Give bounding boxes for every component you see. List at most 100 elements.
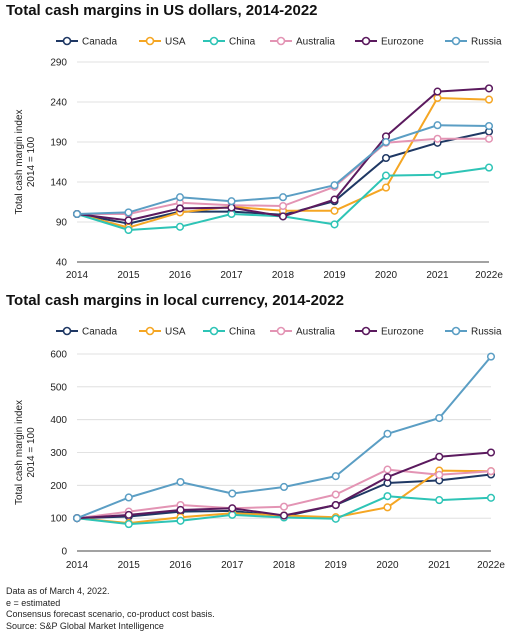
chart-1-xtick-label: 2020 (375, 270, 398, 281)
chart-2-xtick-label: 2014 (66, 560, 89, 571)
chart-1-point-china (124, 225, 133, 235)
chart-2-point-russia (124, 493, 133, 502)
chart-2-legend-label: Australia (296, 327, 335, 338)
chart-1-point-russia (484, 121, 494, 131)
chart-1-point-china (175, 222, 185, 231)
chart-2-legend-swatch-marker (145, 326, 155, 336)
chart-1-point-australia (433, 134, 442, 143)
chart-1-point-eurozone (227, 203, 236, 212)
chart-1-xtick-label: 2014 (66, 270, 89, 281)
chart-2-point-russia (383, 429, 392, 438)
chart-1-xtick-label: 2018 (272, 270, 295, 281)
chart-1-point-eurozone (433, 87, 442, 96)
chart-1-legend-item: Russia (445, 37, 502, 48)
chart-2-point-russia (486, 352, 496, 361)
chart-1-point-australia (278, 201, 288, 211)
chart-1-ylabel: Total cash margin index (14, 109, 25, 214)
chart-2-ytick-label: 200 (50, 481, 67, 492)
chart-2-ytick-label: 500 (50, 382, 67, 393)
chart-2-point-australia (383, 465, 392, 474)
chart-1-point-russia (124, 208, 133, 217)
chart-1-legend-swatch-marker (451, 36, 461, 46)
chart-2-ytick-label: 300 (50, 448, 67, 459)
chart-2-legend-label: USA (165, 327, 186, 338)
chart-1-legend-label: USA (165, 37, 186, 48)
chart-1-legend-swatch-marker (62, 36, 72, 46)
chart-1-xtick-label: 2019 (323, 270, 346, 281)
chart-2-ylabel: 2014 = 100 (26, 427, 37, 478)
chart-1-ylabel: 2014 = 100 (26, 136, 37, 187)
chart-2-xtick-label: 2021 (428, 560, 451, 571)
chart-1-ytick-label: 290 (50, 58, 67, 69)
chart-1-point-russia (72, 209, 82, 219)
chart-2-point-eurozone (486, 448, 496, 457)
chart-2-ylabel: Total cash margin index (14, 400, 25, 505)
chart-1-svg: 40 90 140 190 240 290 2014 2015 2016 2017 2018 2019… (14, 37, 503, 282)
chart-2-point-australia (331, 490, 340, 499)
chart-2-legend-item: Australia (270, 327, 335, 338)
chart-2-legend-swatch-marker (209, 326, 219, 336)
chart-1-xtick-label: 2021 (426, 270, 449, 281)
chart-2-xtick-label: 2016 (169, 560, 192, 571)
chart-2-point-eurozone (176, 505, 185, 515)
chart-1-ytick-label: 140 (50, 178, 67, 189)
chart-2-legend-label: China (229, 327, 256, 338)
footnote-data-date: Data as of March 4, 2022. (6, 586, 110, 596)
chart-1-legend-label: Russia (471, 37, 502, 48)
chart-2-legend-label: Canada (82, 327, 117, 338)
chart-2-point-australia (279, 502, 289, 511)
chart-2-point-china (383, 492, 392, 501)
chart-2-point-australia (486, 467, 496, 476)
chart-1-legend-item: Canada (56, 37, 117, 48)
chart-2-xtick-label: 2020 (376, 560, 399, 571)
chart-2-point-eurozone (435, 452, 444, 461)
chart-1-title: Total cash margins in US dollars, 2014-2… (6, 2, 318, 19)
chart-1-point-china (381, 171, 391, 180)
chart-1-point-china (433, 170, 442, 179)
chart-1-ytick-label: 240 (50, 98, 67, 109)
chart-1-legend-item: USA (139, 37, 186, 48)
chart-1-point-china (227, 209, 236, 219)
chart-2-point-china (486, 493, 496, 502)
chart-1-legend-label: China (229, 37, 256, 48)
chart-2-title: Total cash margins in local currency, 20… (6, 292, 344, 309)
chart-1-point-russia (433, 121, 442, 130)
chart-1-point-australia (484, 134, 494, 143)
chart-1-legend-item: Australia (270, 37, 335, 48)
chart-1-point-eurozone (330, 195, 339, 204)
chart-1-point-russia (381, 137, 391, 147)
chart-1-point-china (330, 220, 339, 229)
chart-2-point-russia (435, 413, 444, 423)
chart-2-point-china (331, 514, 340, 523)
chart-2-legend-label: Eurozone (381, 327, 424, 338)
chart-2-legend-item: Russia (445, 327, 502, 338)
chart-1-point-usa (381, 183, 391, 192)
footnote-estimated: e = estimated (6, 597, 61, 608)
chart-2-legend-swatch-marker (62, 326, 72, 336)
chart-1-ytick-label: 190 (50, 138, 67, 149)
chart-1-point-eurozone (278, 212, 288, 221)
chart-2-xtick-label: 2022e (477, 560, 505, 571)
chart-1-legend-label: Australia (296, 37, 335, 48)
chart-1-legend-label: Eurozone (381, 37, 424, 48)
chart-1-legend-swatch-marker (361, 36, 371, 46)
chart-2-point-china (435, 496, 444, 505)
chart-1-point-eurozone (175, 204, 185, 213)
chart-2-point-australia (435, 470, 444, 479)
chart-1-xtick-label: 2015 (117, 270, 140, 281)
footnote-scenario: Consensus forecast scenario, co-product … (6, 609, 215, 619)
chart-2-legend-item: Canada (56, 327, 117, 338)
chart-2-point-eurozone (331, 500, 340, 510)
chart-1-legend-item: China (203, 37, 256, 48)
chart-2-xtick-label: 2017 (221, 560, 244, 571)
chart-2-legend-item: China (203, 327, 256, 338)
chart-2-legend-swatch-marker (361, 326, 371, 336)
chart-1-point-eurozone (124, 216, 133, 225)
chart-1-point-usa (433, 93, 442, 103)
chart-1-point-eurozone (484, 84, 494, 93)
chart-1-legend-item: Eurozone (355, 37, 424, 48)
chart-1-xtick-label: 2017 (220, 270, 243, 281)
chart-1-legend-swatch-marker (209, 36, 219, 46)
chart-2-point-china (228, 510, 237, 519)
chart-2-point-eurozone (124, 510, 133, 519)
